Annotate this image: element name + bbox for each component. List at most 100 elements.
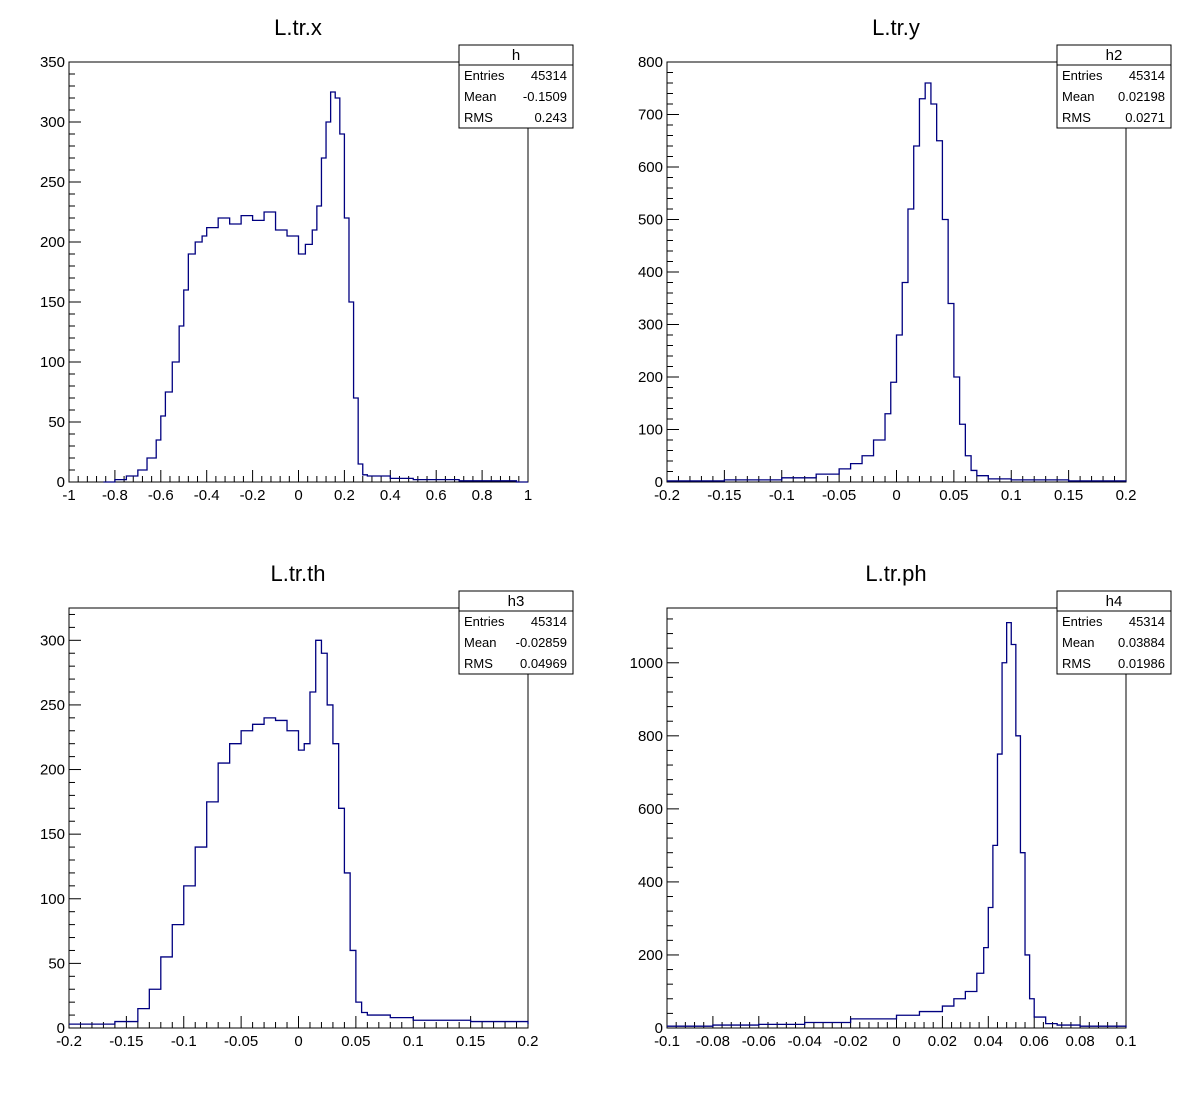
- stats-mean-value: 0.03884: [1118, 635, 1165, 650]
- x-tick-label: -0.08: [696, 1033, 730, 1050]
- stats-rms-value: 0.01986: [1118, 656, 1165, 671]
- y-tick-label: 700: [638, 107, 663, 124]
- stats-mean-value: -0.1509: [523, 89, 567, 104]
- y-tick-label: 100: [40, 354, 65, 371]
- chart-title: L.tr.th: [270, 561, 325, 586]
- x-tick-label: 0.4: [380, 487, 401, 504]
- x-tick-label: 0.2: [1116, 487, 1137, 504]
- y-tick-label: 0: [57, 1020, 65, 1037]
- y-tick-label: 100: [40, 891, 65, 908]
- y-tick-label: 800: [638, 728, 663, 745]
- x-tick-label: 0.2: [518, 1033, 539, 1050]
- y-tick-label: 250: [40, 174, 65, 191]
- x-tick-label: 0.04: [974, 1033, 1003, 1050]
- y-tick-label: 200: [40, 762, 65, 779]
- y-tick-label: 600: [638, 159, 663, 176]
- x-tick-label: 0.1: [403, 1033, 424, 1050]
- y-tick-label: 150: [40, 826, 65, 843]
- y-tick-label: 400: [638, 264, 663, 281]
- chart-title: L.tr.y: [872, 15, 920, 40]
- stats-mean-label: Mean: [464, 635, 497, 650]
- y-tick-label: 300: [40, 632, 65, 649]
- y-tick-label: 200: [638, 947, 663, 964]
- stats-mean-value: 0.02198: [1118, 89, 1165, 104]
- stats-rms-label: RMS: [464, 110, 493, 125]
- x-tick-label: 0.2: [334, 487, 355, 504]
- chart-panel: L.tr.th -0.2 -0.15 -0.1 -0.05 0 0.05 0.1 0.15 0.2…: [40, 561, 574, 1050]
- stats-mean-label: Mean: [1062, 89, 1095, 104]
- x-tick-label: -0.15: [109, 1033, 143, 1050]
- y-tick-label: 0: [57, 474, 65, 491]
- chart-panel: L.tr.y -0.2 -0.15 -0.1 -0.05 0 0.05 0.1 0.15 0.2 0…: [638, 15, 1172, 504]
- y-tick-label: 200: [40, 234, 65, 251]
- stats-mean-label: Mean: [464, 89, 497, 104]
- stats-entries-label: Entries: [1062, 614, 1103, 629]
- stats-mean-value: -0.02859: [516, 635, 567, 650]
- x-tick-label: -0.2: [56, 1033, 82, 1050]
- x-tick-label: -0.2: [240, 487, 266, 504]
- stats-box-frame: [458, 590, 574, 675]
- y-tick-label: 500: [638, 212, 663, 229]
- x-tick-label: 0.08: [1065, 1033, 1094, 1050]
- x-tick-label: 0.06: [1020, 1033, 1049, 1050]
- x-tick-label: -0.05: [224, 1033, 258, 1050]
- histogram-line: [667, 621, 1127, 1028]
- stats-name: h3: [508, 593, 525, 610]
- y-tick-label: 400: [638, 874, 663, 891]
- y-tick-label: 200: [638, 369, 663, 386]
- stats-name: h: [512, 47, 520, 64]
- x-tick-label: 0.05: [939, 487, 968, 504]
- stats-box-frame: [458, 44, 574, 129]
- x-tick-label: 0.15: [456, 1033, 485, 1050]
- y-tick-label: 1000: [630, 655, 663, 672]
- x-tick-label: -0.04: [788, 1033, 822, 1050]
- x-tick-label: 0.8: [472, 487, 493, 504]
- stats-rms-label: RMS: [464, 656, 493, 671]
- x-tick-label: 0: [294, 487, 302, 504]
- x-tick-label: -0.1: [171, 1033, 197, 1050]
- x-tick-label: 0.6: [426, 487, 447, 504]
- stats-name: h4: [1106, 593, 1123, 610]
- x-tick-label: -1: [62, 487, 75, 504]
- histogram-line: [103, 91, 528, 483]
- y-tick-label: 250: [40, 697, 65, 714]
- x-tick-label: -0.02: [833, 1033, 867, 1050]
- stats-entries-label: Entries: [464, 614, 505, 629]
- chart-panel: L.tr.ph -0.1 -0.08 -0.06 -0.04 -0.02 0 0.02 0.04…: [630, 561, 1172, 1050]
- y-tick-label: 50: [48, 955, 65, 972]
- stats-entries-value: 45314: [531, 614, 567, 629]
- chart-title: L.tr.ph: [865, 561, 926, 586]
- x-tick-label: -0.06: [742, 1033, 776, 1050]
- stats-rms-label: RMS: [1062, 110, 1091, 125]
- stats-entries-value: 45314: [531, 68, 567, 83]
- x-tick-label: -0.4: [194, 487, 220, 504]
- stats-rms-label: RMS: [1062, 656, 1091, 671]
- stats-entries-label: Entries: [464, 68, 505, 83]
- y-tick-label: 350: [40, 54, 65, 71]
- x-tick-label: 0.05: [341, 1033, 370, 1050]
- chart-panel: L.tr.x -1 -0.8 -0.6 -0.4 -0.2 0 0.2 0.4 0.6 0.8 1 0 5…: [40, 15, 574, 504]
- chart-title: L.tr.x: [274, 15, 322, 40]
- x-tick-label: 0.1: [1116, 1033, 1137, 1050]
- x-tick-label: 0.1: [1001, 487, 1022, 504]
- y-tick-label: 300: [40, 114, 65, 131]
- stats-entries-label: Entries: [1062, 68, 1103, 83]
- stats-name: h2: [1106, 47, 1123, 64]
- x-tick-label: 0: [892, 1033, 900, 1050]
- y-tick-label: 0: [655, 474, 663, 491]
- x-tick-label: 0: [294, 1033, 302, 1050]
- stats-entries-value: 45314: [1129, 68, 1165, 83]
- stats-box: h Entries 45314 Mean -0.1509 RMS 0.243: [458, 44, 574, 129]
- x-tick-label: 1: [524, 487, 532, 504]
- stats-rms-value: 0.243: [534, 110, 567, 125]
- y-tick-label: 300: [638, 317, 663, 334]
- x-tick-label: 0.15: [1054, 487, 1083, 504]
- stats-rms-value: 0.04969: [520, 656, 567, 671]
- x-tick-label: -0.6: [148, 487, 174, 504]
- y-tick-label: 600: [638, 801, 663, 818]
- x-tick-label: -0.2: [654, 487, 680, 504]
- y-tick-label: 800: [638, 54, 663, 71]
